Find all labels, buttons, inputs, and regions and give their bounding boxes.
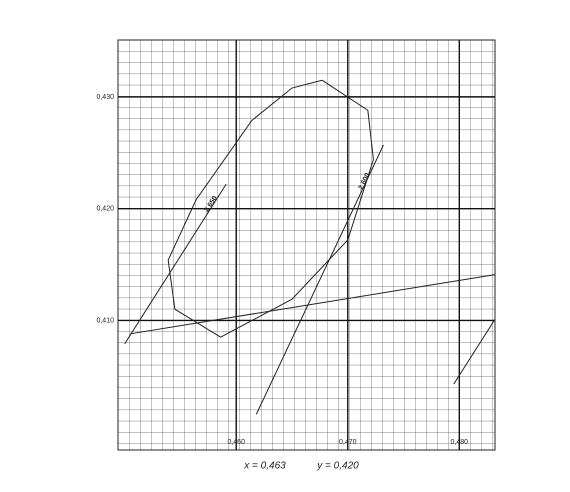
y-tick-label: 0,420 (96, 206, 114, 213)
y-tick-label: 0,430 (96, 94, 114, 101)
annotation: x = 0,463 (243, 461, 286, 472)
curve (124, 183, 227, 345)
y-tick-label: 0,410 (96, 317, 114, 324)
plot-grid (117, 39, 496, 451)
curve (453, 319, 496, 385)
curve (255, 144, 384, 415)
curve (130, 274, 496, 335)
annotation: y = 0,420 (316, 461, 359, 472)
